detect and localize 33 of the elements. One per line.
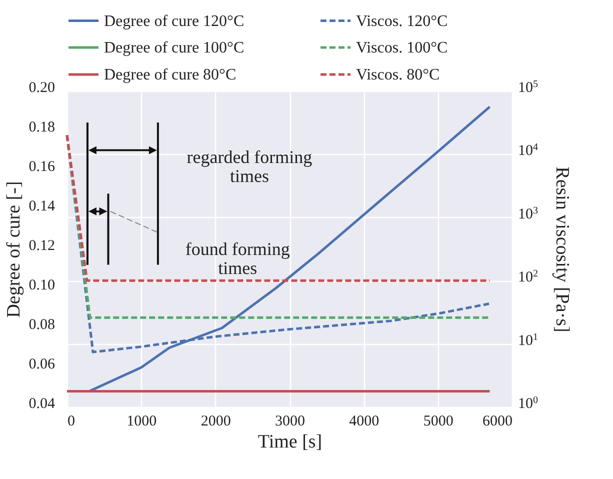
annotation: found forming times	[185, 238, 290, 278]
y-tick-label: 0.14	[28, 198, 56, 214]
legend-label: Viscos. 100°C	[356, 40, 448, 56]
y-tick-label: 0.18	[28, 120, 55, 136]
y-tick-label: 0.04	[28, 396, 56, 412]
x-tick-label: 3000	[275, 414, 305, 430]
x-tick-label: 4000	[349, 414, 380, 430]
y2-tick-label: 10$^{5}$	[518, 78, 538, 96]
legend-label: Viscos. 80°C	[356, 66, 440, 84]
legend-label: Degree of cure 100°C	[104, 40, 244, 56]
y2-tick-label: 10$^{0}$	[518, 394, 538, 412]
x-tick-label: 1000	[126, 414, 157, 430]
x-axis-title: Time [s]	[258, 432, 322, 452]
y-tick-label: 0.16	[28, 159, 56, 175]
y2-tick-label: 10$^{3}$	[518, 204, 538, 222]
y2-tick-label: 10$^{2}$	[518, 268, 538, 286]
x-tick-label: 6000	[482, 414, 512, 430]
x-tick-label: 0	[68, 414, 75, 430]
y2-axis-title: Resin viscosity [Pa·s]	[552, 166, 572, 332]
x-tick-label: 2000	[200, 414, 231, 430]
y2-tick-label: 10$^{1}$	[518, 331, 538, 349]
legend-label: Degree of cure 120°C	[104, 12, 244, 30]
y-tick-label: 0.12	[28, 238, 55, 254]
legend-label: Degree of cure 80°C	[104, 66, 236, 84]
y-tick-label: 0.10	[28, 278, 55, 294]
y-tick-label: 0.06	[28, 356, 56, 372]
x-tick-label: 5000	[423, 414, 454, 430]
y2-tick-label: 10$^{4}$	[518, 142, 538, 160]
y-tick-label: 0.08	[28, 317, 55, 333]
y-tick-label: 0.20	[28, 80, 55, 96]
y-axis-title: Degree of cure [-]	[4, 181, 24, 318]
legend-label: Viscos. 120°C	[356, 12, 448, 30]
annotation: regarded forming times	[186, 147, 312, 186]
